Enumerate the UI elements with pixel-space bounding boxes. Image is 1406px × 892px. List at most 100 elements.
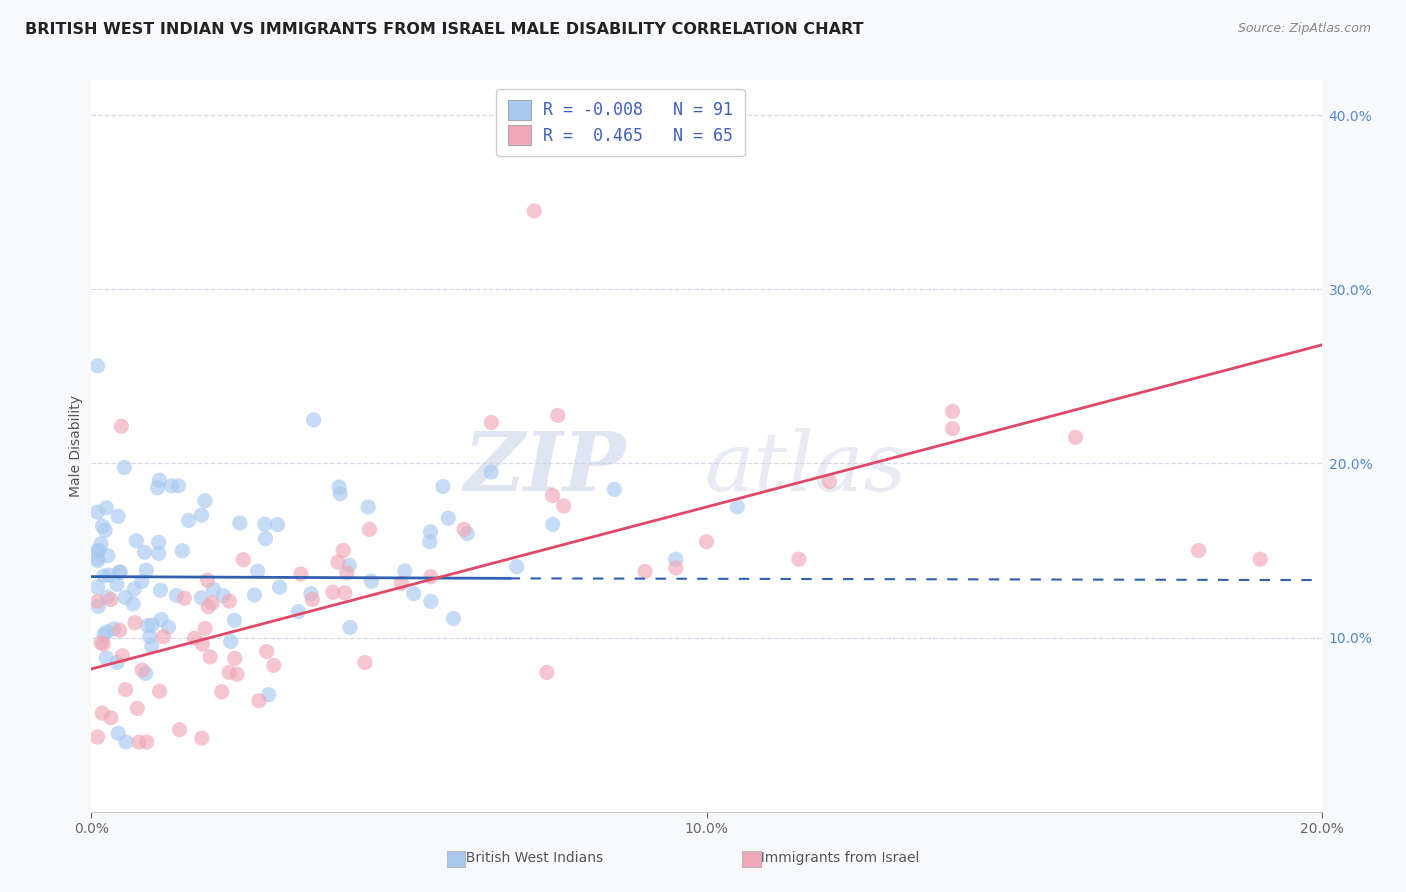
Point [419,594,441,608]
Point [1064,430,1087,444]
Point [103,622,125,636]
Point [191,637,214,651]
Point [229,516,252,530]
Point [479,416,502,430]
Point [336,566,359,580]
Point [136,618,159,632]
Point [301,592,323,607]
Point [211,685,233,699]
Point [942,404,965,418]
Point [157,620,180,634]
Point [194,493,217,508]
Point [290,567,312,582]
Point [243,588,266,602]
Point [96,500,118,515]
Point [269,580,291,594]
Point [86,554,108,568]
Point [128,735,150,749]
Point [86,730,108,744]
Point [603,483,626,497]
Point [333,586,356,600]
Point [437,511,460,525]
Point [141,618,163,632]
Point [394,564,416,578]
Point [419,524,441,539]
Point [198,649,221,664]
Point [150,613,173,627]
Point [725,500,748,514]
Point [152,630,174,644]
Point [91,706,114,720]
Point [536,665,558,680]
Point [105,577,128,591]
Point [201,596,224,610]
Point [942,421,965,435]
Point [86,551,108,566]
Point [122,582,145,596]
Point [108,623,131,637]
Point [112,460,135,475]
Point [247,694,270,708]
Point [337,558,360,573]
Point [665,552,688,566]
Point [86,594,108,608]
Point [212,589,235,603]
Point [360,574,382,589]
Text: Source: ZipAtlas.com: Source: ZipAtlas.com [1237,22,1371,36]
Point [139,630,162,644]
Point [389,576,412,591]
Point [197,573,219,587]
Text: Immigrants from Israel: Immigrants from Israel [752,851,920,865]
Point [263,658,285,673]
Point [110,565,132,579]
Point [541,489,564,503]
Point [302,413,325,427]
Point [254,532,277,546]
Legend: R = -0.008   N = 91, R =  0.465   N = 65: R = -0.008 N = 91, R = 0.465 N = 65 [496,88,745,156]
Point [456,526,478,541]
Point [93,569,115,583]
Point [696,534,718,549]
Point [523,203,546,218]
Point [135,735,157,749]
Point [166,589,188,603]
Point [114,682,136,697]
Point [146,481,169,495]
Point [256,644,278,658]
Point [224,651,246,665]
Point [219,634,242,648]
Point [94,524,117,538]
Point [246,564,269,578]
Point [224,613,246,627]
Point [148,684,170,698]
Text: atlas: atlas [704,428,905,508]
Text: ZIP: ZIP [464,428,627,508]
Point [183,631,205,645]
Point [402,587,425,601]
Point [419,534,441,549]
Point [339,620,361,634]
Point [326,555,349,569]
Point [100,711,122,725]
Point [553,499,575,513]
Point [357,500,380,514]
Point [134,545,156,559]
Point [160,479,183,493]
Point [359,522,381,536]
Point [479,465,502,479]
Point [197,599,219,614]
Point [218,665,240,680]
Point [105,656,128,670]
Point [111,648,134,663]
Point [257,688,280,702]
Point [1249,552,1271,566]
Point [108,566,131,580]
Point [122,597,145,611]
Point [419,570,441,584]
Point [86,359,108,373]
Point [96,624,118,639]
Point [787,552,810,566]
Point [107,509,129,524]
Point [253,517,276,532]
Point [124,615,146,630]
